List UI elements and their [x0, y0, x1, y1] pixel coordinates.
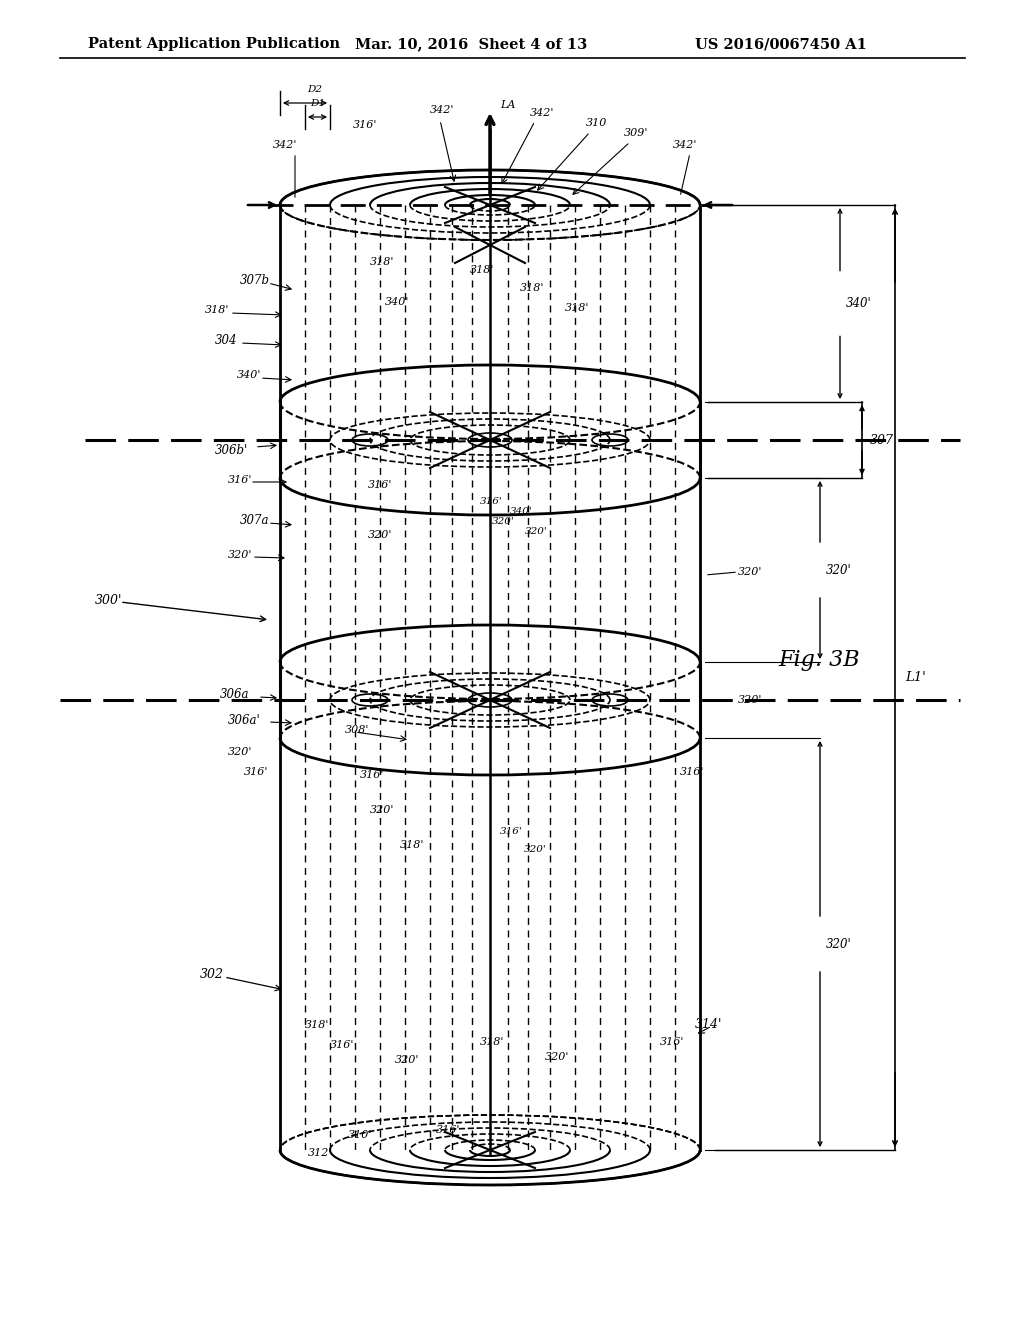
Text: 307b: 307b: [240, 273, 270, 286]
Text: 307a: 307a: [240, 513, 269, 527]
Text: 342': 342': [430, 106, 455, 115]
Text: 316': 316': [330, 1040, 354, 1049]
Text: D1: D1: [310, 99, 325, 107]
Text: 308': 308': [345, 725, 370, 735]
Text: 320': 320': [738, 696, 763, 705]
Text: 318': 318': [400, 840, 424, 850]
Text: 300': 300': [95, 594, 123, 606]
Text: Patent Application Publication: Patent Application Publication: [88, 37, 340, 51]
Text: 342': 342': [272, 140, 297, 150]
Text: 306a': 306a': [228, 714, 261, 726]
Text: 340': 340': [510, 507, 532, 516]
Text: 316': 316': [480, 498, 503, 507]
Text: 314': 314': [695, 1018, 722, 1031]
Text: 306a: 306a: [220, 689, 250, 701]
Text: 320': 320': [826, 937, 852, 950]
Text: 312': 312': [308, 1148, 332, 1158]
Text: 316': 316': [500, 828, 522, 837]
Text: 318': 318': [520, 282, 545, 293]
Text: 316': 316': [368, 480, 392, 490]
Text: 306b': 306b': [215, 444, 248, 457]
Text: 318': 318': [370, 257, 394, 267]
Text: 316': 316': [228, 475, 252, 484]
Text: 340': 340': [237, 370, 261, 380]
Text: 320': 320': [228, 550, 252, 560]
Text: Mar. 10, 2016  Sheet 4 of 13: Mar. 10, 2016 Sheet 4 of 13: [355, 37, 587, 51]
Text: US 2016/0067450 A1: US 2016/0067450 A1: [695, 37, 867, 51]
Text: 310': 310': [348, 1130, 372, 1140]
Text: 320': 320': [492, 517, 515, 527]
Text: 316': 316': [360, 770, 384, 780]
Text: 342': 342': [673, 140, 697, 150]
Text: 318': 318': [305, 1020, 330, 1030]
Text: 342': 342': [530, 108, 554, 117]
Text: 320': 320': [370, 805, 394, 814]
Text: 320': 320': [525, 528, 548, 536]
Text: 316': 316': [660, 1038, 684, 1047]
Text: 307: 307: [870, 433, 894, 446]
Text: LA: LA: [500, 100, 515, 110]
Text: Fig. 3B: Fig. 3B: [778, 649, 859, 671]
Text: 320': 320': [738, 568, 763, 577]
Text: 316': 316': [680, 767, 705, 777]
Text: 309': 309': [624, 128, 648, 139]
Text: 316': 316': [436, 1125, 460, 1135]
Text: 318': 318': [470, 265, 495, 275]
Text: 320': 320': [524, 846, 547, 854]
Text: 340': 340': [846, 297, 871, 310]
Text: 302: 302: [200, 969, 224, 982]
Text: 320': 320': [368, 531, 392, 540]
Text: 304: 304: [215, 334, 238, 346]
Text: 340': 340': [385, 297, 410, 308]
Text: L1': L1': [905, 671, 926, 684]
Text: 320': 320': [395, 1055, 420, 1065]
Text: D2: D2: [307, 84, 323, 94]
Text: 318': 318': [480, 1038, 505, 1047]
Text: 310: 310: [586, 117, 607, 128]
Text: 316': 316': [244, 767, 268, 777]
Text: 320': 320': [826, 564, 852, 577]
Text: 318': 318': [565, 304, 590, 313]
Text: 320': 320': [228, 747, 252, 756]
Text: 320': 320': [545, 1052, 569, 1063]
Text: 316': 316': [353, 120, 377, 129]
Text: 318': 318': [205, 305, 229, 315]
